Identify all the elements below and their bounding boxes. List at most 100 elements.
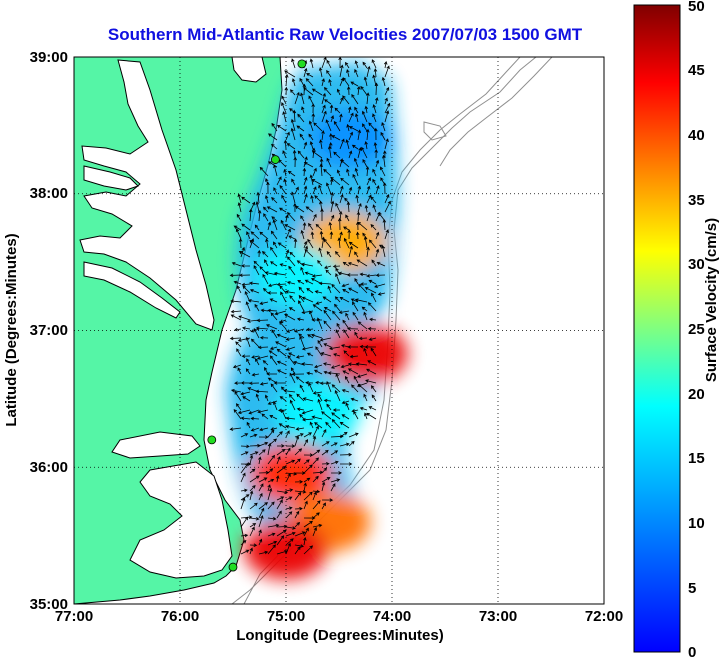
velocity-arrow — [267, 454, 276, 465]
velocity-arrow — [249, 454, 254, 465]
velocity-arrow — [301, 296, 314, 303]
velocity-arrow — [255, 358, 260, 366]
velocity-arrow — [317, 339, 323, 348]
velocity-arrow — [343, 350, 350, 357]
velocity-arrow — [285, 290, 296, 294]
velocity-arrow — [240, 462, 249, 474]
velocity-arrow — [370, 385, 377, 393]
velocity-arrow — [261, 413, 269, 420]
velocity-arrow — [276, 499, 283, 510]
velocity-arrow — [334, 251, 341, 258]
velocity-arrow — [357, 321, 368, 330]
velocity-arrow — [287, 355, 296, 366]
velocity-arrow — [317, 398, 323, 411]
velocity-arrow — [266, 372, 278, 376]
velocity-arrow — [299, 133, 305, 141]
velocity-arrow — [332, 408, 341, 412]
velocity-arrow — [303, 432, 313, 438]
velocity-arrow — [315, 223, 323, 231]
velocity-arrow — [273, 187, 278, 195]
velocity-arrow — [342, 261, 350, 267]
velocity-arrow — [347, 362, 359, 366]
velocity-arrow — [366, 128, 370, 141]
velocity-arrow — [346, 69, 350, 78]
velocity-arrow — [321, 104, 326, 114]
velocity-arrow — [230, 388, 242, 393]
velocity-arrow — [358, 336, 368, 341]
velocity-arrow — [337, 237, 342, 249]
velocity-arrow — [330, 478, 341, 483]
velocity-arrow — [275, 341, 287, 348]
velocity-arrow — [229, 427, 242, 431]
velocity-arrow — [321, 477, 331, 483]
velocity-arrow — [294, 448, 303, 456]
velocity-hotspot — [323, 323, 408, 384]
velocity-arrow — [353, 410, 359, 420]
velocity-arrow — [321, 130, 325, 141]
velocity-arrow — [285, 459, 296, 465]
velocity-arrow — [312, 523, 323, 528]
colorbar-tick-label: 0 — [688, 644, 696, 659]
velocity-arrow — [240, 444, 250, 449]
map-plot — [74, 57, 604, 604]
velocity-arrow — [309, 58, 314, 69]
velocity-arrow — [323, 320, 332, 330]
velocity-arrow — [250, 231, 260, 240]
velocity-arrow — [363, 347, 368, 357]
velocity-arrow — [362, 61, 368, 69]
velocity-arrow — [258, 507, 265, 519]
velocity-arrow — [354, 278, 359, 285]
velocity-arrow — [346, 168, 350, 177]
velocity-arrow — [312, 491, 317, 501]
velocity-arrow — [267, 540, 278, 546]
velocity-arrow — [382, 182, 387, 195]
velocity-arrow — [325, 182, 332, 195]
y-tick-label: 35:00 — [30, 596, 68, 613]
velocity-arrow — [355, 362, 368, 366]
velocity-arrow — [368, 337, 377, 341]
velocity-arrow — [268, 283, 278, 288]
velocity-arrow — [348, 245, 353, 258]
velocity-arrow — [363, 393, 368, 402]
velocity-arrow — [323, 343, 332, 348]
velocity-arrow — [287, 170, 296, 177]
velocity-arrow — [294, 506, 303, 511]
velocity-arrow — [240, 246, 246, 258]
velocity-arrow — [303, 464, 313, 474]
velocity-arrow — [276, 282, 287, 287]
velocity-arrow — [294, 433, 304, 438]
velocity-arrow — [326, 157, 332, 168]
velocity-arrow — [365, 166, 370, 177]
velocity-arrow — [321, 92, 326, 105]
velocity-arrow — [364, 140, 368, 150]
velocity-arrow — [306, 73, 314, 78]
y-axis-label: Latitude (Degrees:Minutes) — [3, 233, 20, 426]
velocity-arrow — [366, 368, 377, 375]
velocity-arrow — [367, 360, 377, 366]
velocity-arrow — [302, 417, 314, 422]
velocity-arrow — [325, 421, 332, 429]
velocity-arrow — [242, 326, 251, 330]
velocity-arrow — [322, 362, 332, 366]
velocity-arrow — [250, 427, 260, 432]
velocity-arrow — [334, 296, 341, 303]
velocity-arrow — [267, 133, 278, 141]
velocity-arrow — [312, 304, 323, 312]
velocity-arrow — [348, 241, 359, 249]
velocity-arrow — [277, 242, 287, 249]
velocity-arrow — [258, 441, 269, 447]
velocity-arrow — [267, 308, 278, 313]
radar-stations — [207, 59, 307, 572]
velocity-arrow — [233, 225, 242, 231]
velocity-arrow — [240, 433, 249, 438]
velocity-arrow — [330, 200, 335, 213]
velocity-arrow — [330, 115, 335, 123]
velocity-arrow — [280, 291, 287, 303]
velocity-arrow — [309, 141, 314, 150]
velocity-arrow — [348, 432, 359, 438]
velocity-arrow — [249, 526, 255, 537]
velocity-arrow — [335, 373, 341, 384]
velocity-arrow — [267, 501, 275, 510]
velocity-arrow — [297, 280, 305, 285]
velocity-arrow — [342, 288, 350, 294]
